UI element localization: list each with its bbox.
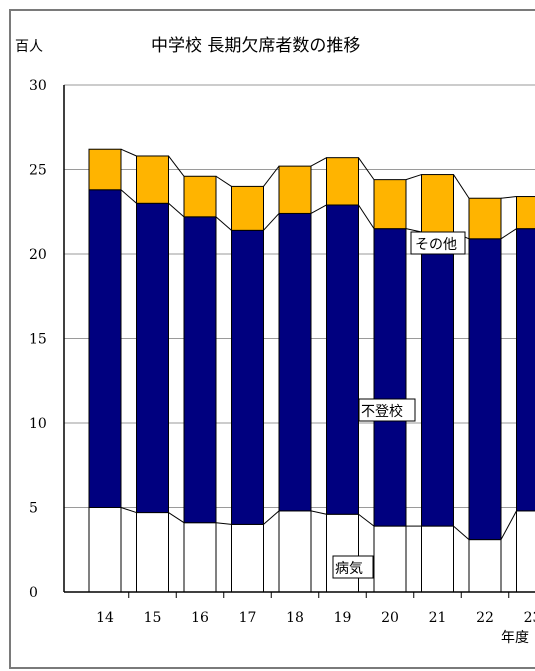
connector-line — [454, 175, 470, 199]
bar-sonota — [327, 158, 359, 205]
bar-futoko — [422, 232, 454, 526]
bar-futoko — [184, 217, 216, 523]
connector-line — [264, 213, 280, 230]
connector-line — [311, 158, 327, 166]
connector-line — [501, 197, 517, 199]
y-tick-labels: 0 5 10 15 20 25 30 — [29, 78, 47, 601]
connector-line — [264, 511, 280, 525]
connector-line — [359, 205, 375, 229]
x-tick-label: 20 — [381, 610, 399, 626]
series-connector-lines — [121, 149, 517, 539]
x-axis-label: 年度 — [501, 630, 529, 646]
bar-sonota — [232, 186, 264, 230]
bar-sonota — [422, 175, 454, 232]
y-tick-label: 10 — [29, 416, 47, 432]
bar-futoko — [232, 230, 264, 524]
annotation-sonota: その他 — [411, 232, 465, 254]
bar-byoki — [469, 540, 501, 592]
connector-line — [406, 175, 422, 180]
x-tick-label: 15 — [144, 610, 162, 626]
bar-futoko — [374, 229, 406, 526]
x-tick-label: 19 — [334, 610, 352, 626]
bar-futoko — [137, 203, 169, 512]
y-tick-label: 15 — [29, 332, 47, 348]
bar-sonota — [517, 197, 535, 229]
x-tick-label: 22 — [476, 610, 494, 626]
annotation-futoko-label: 不登校 — [361, 403, 403, 420]
bar-byoki — [232, 524, 264, 592]
x-tick-label: 23 — [524, 610, 535, 626]
bars — [89, 149, 535, 592]
bar-futoko — [469, 239, 501, 540]
connector-line — [359, 514, 375, 526]
connector-line — [216, 523, 232, 525]
x-tick-label: 21 — [429, 610, 447, 626]
connector-line — [311, 205, 327, 213]
annotation-sonota-label: その他 — [415, 237, 457, 253]
annotation-futoko: 不登校 — [359, 399, 415, 421]
bar-futoko — [327, 205, 359, 514]
bar-byoki — [422, 526, 454, 592]
bar-byoki — [137, 513, 169, 592]
x-tick-label: 17 — [239, 610, 257, 626]
bar-futoko — [517, 229, 535, 511]
y-axis-unit-label: 百人 — [15, 39, 43, 55]
connector-line — [169, 156, 185, 176]
connector-line — [121, 190, 137, 204]
bar-byoki — [327, 514, 359, 592]
bar-sonota — [279, 166, 311, 213]
bar-sonota — [184, 176, 216, 217]
bar-byoki — [517, 511, 535, 592]
x-tick-label: 18 — [286, 610, 304, 626]
connector-line — [216, 176, 232, 186]
annotation-byoki: 病気 — [333, 556, 373, 578]
y-tick-label: 5 — [29, 501, 38, 517]
bar-byoki — [374, 526, 406, 592]
chart-title: 中学校 長期欠席者数の推移 — [151, 36, 360, 56]
chart-svg: 0 5 10 15 20 25 30 14 15 16 17 18 19 20 21 22 23 百人 中学校… — [11, 11, 535, 671]
y-tick-label: 0 — [29, 585, 38, 601]
annotation-byoki-label: 病気 — [335, 561, 363, 577]
bar-sonota — [374, 180, 406, 229]
connector-line — [216, 217, 232, 231]
connector-line — [359, 158, 375, 180]
bar-byoki — [89, 508, 121, 593]
x-tick-labels: 14 15 16 17 18 19 20 21 22 23 — [96, 610, 535, 626]
connector-line — [501, 511, 517, 540]
bar-sonota — [89, 149, 121, 190]
bar-sonota — [137, 156, 169, 203]
connector-line — [169, 203, 185, 217]
bar-byoki — [184, 523, 216, 592]
y-tick-label: 30 — [29, 78, 47, 94]
x-tick-label: 16 — [191, 610, 209, 626]
connector-line — [454, 526, 470, 540]
connector-line — [501, 229, 517, 239]
y-tick-label: 20 — [29, 247, 47, 263]
x-tick-label: 14 — [96, 610, 114, 626]
connector-line — [121, 508, 137, 513]
chart-frame: 0 5 10 15 20 25 30 14 15 16 17 18 19 20 21 22 23 百人 中学校… — [9, 9, 535, 669]
connector-line — [169, 513, 185, 523]
connector-line — [121, 149, 137, 156]
y-tick-label: 25 — [29, 163, 47, 179]
bar-futoko — [89, 190, 121, 508]
bar-futoko — [279, 213, 311, 510]
connector-line — [311, 511, 327, 514]
bar-sonota — [469, 198, 501, 239]
bar-byoki — [279, 511, 311, 592]
